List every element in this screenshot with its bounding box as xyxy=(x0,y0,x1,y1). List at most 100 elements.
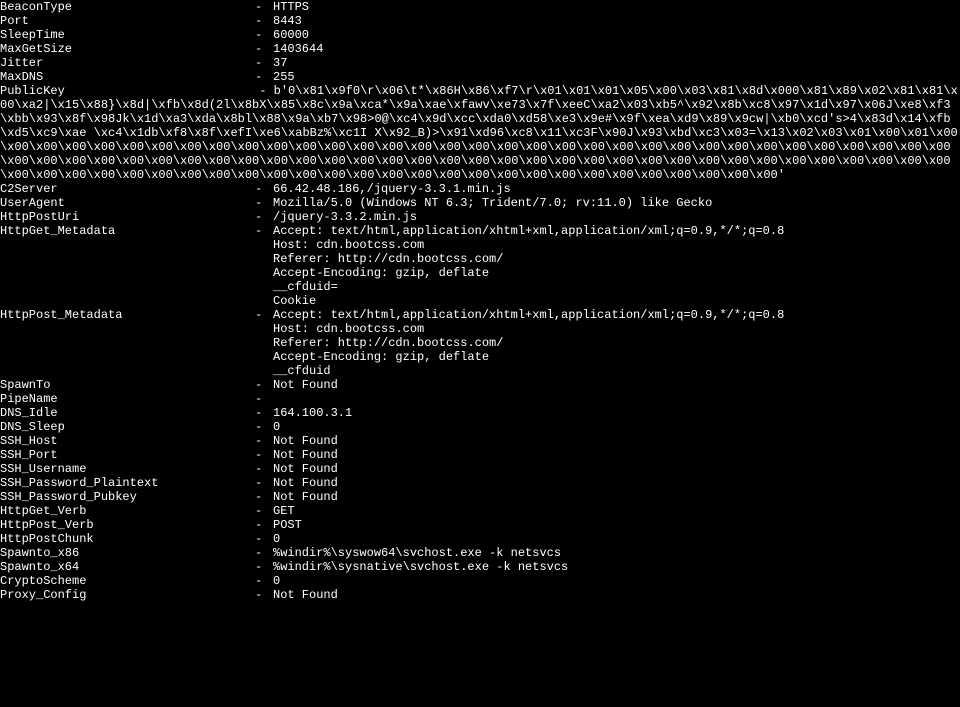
config-dash: - xyxy=(255,490,273,504)
config-value: 0 xyxy=(273,532,280,546)
config-key: SSH_Password_Pubkey xyxy=(0,490,255,504)
config-row: Referer: http://cdn.bootcss.com/ xyxy=(0,252,960,266)
config-value: /jquery-3.3.2.min.js xyxy=(273,210,417,224)
config-dash: - xyxy=(259,84,273,98)
config-row: UserAgent- Mozilla/5.0 (Windows NT 6.3; … xyxy=(0,196,960,210)
config-dash: - xyxy=(255,420,273,434)
config-value: 0 xyxy=(273,420,280,434)
config-value: 1403644 xyxy=(273,42,323,56)
config-dash: - xyxy=(255,574,273,588)
config-key: HttpGet_Verb xyxy=(0,504,255,518)
config-value: 37 xyxy=(273,56,287,70)
config-row: Accept-Encoding: gzip, deflate xyxy=(0,350,960,364)
config-dash: - xyxy=(255,182,273,196)
config-row: Spawnto_x64- %windir%\sysnative\svchost.… xyxy=(0,560,960,574)
config-value: POST xyxy=(273,518,302,532)
config-value: Not Found xyxy=(273,448,338,462)
config-dash: - xyxy=(255,448,273,462)
config-value: %windir%\syswow64\svchost.exe -k netsvcs xyxy=(273,546,561,560)
config-value: %windir%\sysnative\svchost.exe -k netsvc… xyxy=(273,560,568,574)
config-key: SSH_Username xyxy=(0,462,255,476)
config-value: 60000 xyxy=(273,28,309,42)
config-key: HttpGet_Metadata xyxy=(0,224,255,238)
config-dash: - xyxy=(255,196,273,210)
config-row: Jitter- 37 xyxy=(0,56,960,70)
config-row: SSH_Password_Plaintext- Not Found xyxy=(0,476,960,490)
config-value: Mozilla/5.0 (Windows NT 6.3; Trident/7.0… xyxy=(273,196,712,210)
config-key: PublicKey xyxy=(0,84,259,98)
config-row: HttpPostChunk- 0 xyxy=(0,532,960,546)
config-row: BeaconType- HTTPS xyxy=(0,0,960,14)
config-key: Spawnto_x64 xyxy=(0,560,255,574)
config-key: DNS_Idle xyxy=(0,406,255,420)
config-row: HttpPost_Verb- POST xyxy=(0,518,960,532)
config-row: SSH_Password_Pubkey- Not Found xyxy=(0,490,960,504)
config-dash: - xyxy=(255,308,273,322)
config-row: Host: cdn.bootcss.com xyxy=(0,322,960,336)
config-key: MaxDNS xyxy=(0,70,255,84)
config-value: Host: cdn.bootcss.com xyxy=(273,322,424,336)
config-dash: - xyxy=(255,56,273,70)
config-value: 8443 xyxy=(273,14,302,28)
config-row: DNS_Sleep- 0 xyxy=(0,420,960,434)
config-value: Not Found xyxy=(273,588,338,602)
config-dash: - xyxy=(255,224,273,238)
config-row: Referer: http://cdn.bootcss.com/ xyxy=(0,336,960,350)
config-key: SSH_Password_Plaintext xyxy=(0,476,255,490)
config-dash: - xyxy=(255,14,273,28)
config-key: Port xyxy=(0,14,255,28)
config-row: __cfduid xyxy=(0,364,960,378)
config-key: PipeName xyxy=(0,392,255,406)
config-key: HttpPostChunk xyxy=(0,532,255,546)
config-row: Proxy_Config- Not Found xyxy=(0,588,960,602)
config-row: DNS_Idle- 164.100.3.1 xyxy=(0,406,960,420)
config-value: Host: cdn.bootcss.com xyxy=(273,238,424,252)
config-key: Jitter xyxy=(0,56,255,70)
config-key: C2Server xyxy=(0,182,255,196)
config-dash: - xyxy=(255,70,273,84)
config-row: SpawnTo- Not Found xyxy=(0,378,960,392)
config-row: HttpPostUri- /jquery-3.3.2.min.js xyxy=(0,210,960,224)
config-row: SSH_Host- Not Found xyxy=(0,434,960,448)
config-row: Spawnto_x86- %windir%\syswow64\svchost.e… xyxy=(0,546,960,560)
config-value: Accept-Encoding: gzip, deflate xyxy=(273,266,489,280)
config-value: Not Found xyxy=(273,378,338,392)
config-dash: - xyxy=(255,378,273,392)
config-dash: - xyxy=(255,434,273,448)
config-value: b'0\x81\x9f0\r\x06\t*\x86H\x86\xf7\r\x01… xyxy=(0,84,958,182)
config-row: SSH_Port- Not Found xyxy=(0,448,960,462)
config-key: SSH_Port xyxy=(0,448,255,462)
config-row: MaxGetSize- 1403644 xyxy=(0,42,960,56)
config-value: Referer: http://cdn.bootcss.com/ xyxy=(273,252,503,266)
config-dash: - xyxy=(255,560,273,574)
config-value: Not Found xyxy=(273,462,338,476)
config-value: Not Found xyxy=(273,434,338,448)
config-dash: - xyxy=(255,210,273,224)
config-row: MaxDNS- 255 xyxy=(0,70,960,84)
config-dash: - xyxy=(255,476,273,490)
config-value: Accept: text/html,application/xhtml+xml,… xyxy=(273,308,784,322)
config-dash: - xyxy=(255,28,273,42)
config-key: DNS_Sleep xyxy=(0,420,255,434)
config-value: HTTPS xyxy=(273,0,309,14)
config-value: 66.42.48.186,/jquery-3.3.1.min.js xyxy=(273,182,511,196)
config-key: SSH_Host xyxy=(0,434,255,448)
config-value: Cookie xyxy=(273,294,316,308)
config-value: GET xyxy=(273,504,295,518)
config-value: __cfduid= xyxy=(273,280,338,294)
config-dash: - xyxy=(255,504,273,518)
config-value: 164.100.3.1 xyxy=(273,406,352,420)
config-row: HttpPost_Metadata- Accept: text/html,app… xyxy=(0,308,960,322)
config-key: HttpPost_Verb xyxy=(0,518,255,532)
config-row: __cfduid= xyxy=(0,280,960,294)
config-dump: BeaconType- HTTPSPort- 8443SleepTime- 60… xyxy=(0,0,960,602)
config-key: UserAgent xyxy=(0,196,255,210)
config-dash: - xyxy=(255,0,273,14)
config-row: Port- 8443 xyxy=(0,14,960,28)
config-dash: - xyxy=(255,588,273,602)
config-dash: - xyxy=(255,462,273,476)
config-row: C2Server- 66.42.48.186,/jquery-3.3.1.min… xyxy=(0,182,960,196)
config-value: __cfduid xyxy=(273,364,331,378)
config-key: Proxy_Config xyxy=(0,588,255,602)
config-key: HttpPost_Metadata xyxy=(0,308,255,322)
